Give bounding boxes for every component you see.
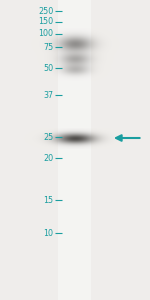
Text: 20: 20 (43, 154, 53, 163)
Text: 25: 25 (43, 133, 53, 142)
Text: 75: 75 (43, 43, 53, 52)
Text: 250: 250 (38, 7, 53, 16)
Text: 15: 15 (43, 196, 53, 205)
Text: 37: 37 (43, 91, 53, 100)
Text: 10: 10 (43, 229, 53, 238)
Text: 100: 100 (38, 29, 53, 38)
Text: 50: 50 (43, 64, 53, 73)
Text: 150: 150 (38, 17, 53, 26)
